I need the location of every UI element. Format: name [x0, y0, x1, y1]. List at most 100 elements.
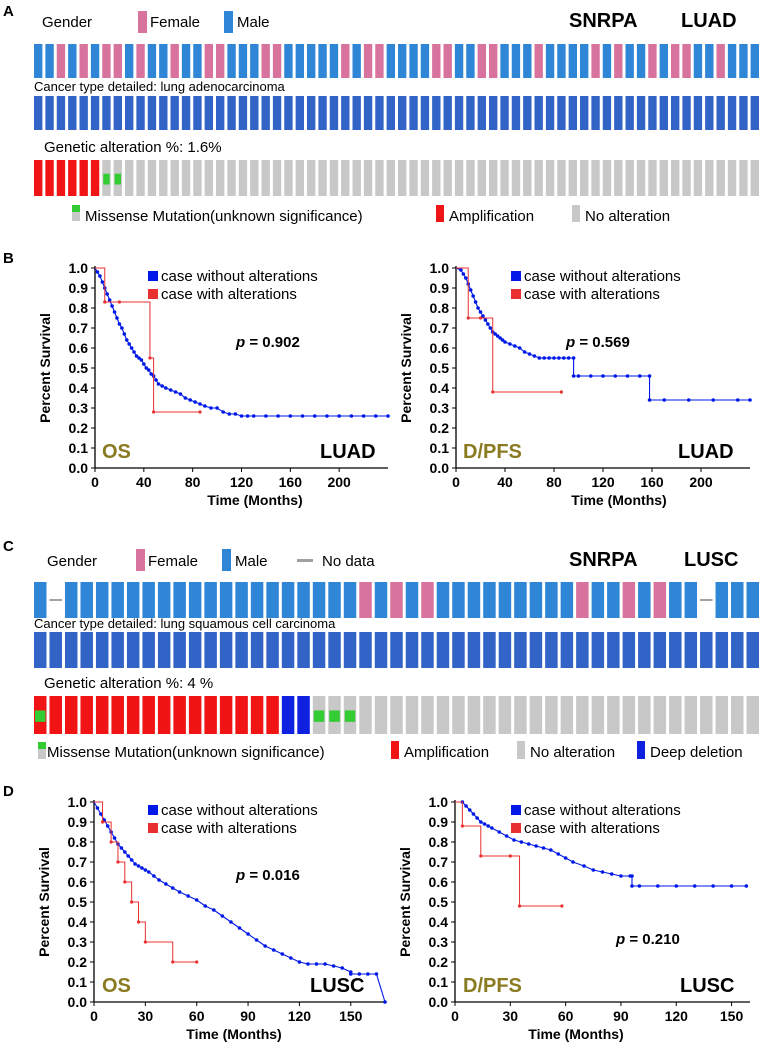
amplification-swatch	[436, 205, 444, 222]
gender-cell-female	[102, 44, 111, 78]
endpoint-label: OS	[102, 441, 131, 463]
censor-mark-with	[143, 940, 147, 944]
cancer-type-cell	[705, 96, 714, 130]
cancer-type-cell	[49, 632, 62, 668]
censor-mark-without	[193, 400, 197, 404]
censor-mark-without	[203, 404, 207, 408]
cancer-type-cell	[216, 96, 225, 130]
cancer-type-cell	[193, 96, 202, 130]
alteration-cell-none	[557, 160, 566, 196]
alteration-cell-none	[204, 160, 213, 196]
cancer-type-cell	[545, 632, 558, 668]
alteration-cell-amplification	[142, 696, 155, 734]
censor-mark-without	[647, 374, 652, 378]
censor-mark-without	[637, 374, 642, 378]
y-tick-label: 0.4	[429, 914, 449, 930]
cancer-type-cell	[295, 96, 304, 130]
gender-cell-male	[45, 44, 54, 78]
endpoint-label: D/PFS	[463, 975, 522, 997]
censor-mark-without	[157, 878, 161, 882]
legend-label: case without alterations	[161, 802, 318, 819]
cancer-type-cell	[204, 96, 213, 130]
deep-deletion-legend-label: Deep deletion	[650, 744, 743, 761]
p-value-symbol: p	[235, 334, 245, 351]
y-tick-label: 0.1	[429, 974, 449, 990]
cancer-type-cell	[466, 96, 475, 130]
gender-cell-male	[173, 582, 186, 618]
censor-mark-without	[337, 414, 341, 418]
y-tick-label: 0.5	[430, 360, 450, 376]
alteration-cell-none	[238, 160, 248, 196]
legend-swatch-with	[148, 289, 158, 299]
no-alteration-legend-label: No alteration	[585, 208, 670, 225]
gender-cell-male	[715, 582, 729, 618]
y-tick-label: 0.6	[68, 874, 88, 890]
male-swatch	[222, 549, 231, 571]
y-tick-label: 0.3	[68, 934, 88, 950]
censor-mark-without	[459, 268, 463, 272]
gender-cell-male	[638, 582, 651, 618]
censor-mark-with	[148, 356, 152, 360]
gender-cell-male	[454, 44, 464, 78]
gender-cell-male	[159, 44, 168, 78]
missense-mark	[344, 710, 356, 722]
alteration-cell-none	[125, 160, 134, 196]
cancer-type-cell	[514, 632, 527, 668]
missense-swatch-base	[72, 212, 80, 221]
cancer-type-cell	[622, 632, 636, 668]
censor-mark-without	[361, 414, 366, 418]
censor-mark-without	[600, 870, 605, 874]
x-tick-label: 40	[136, 474, 152, 490]
gender-cell-male	[420, 44, 430, 78]
cancer-type-cell	[405, 632, 419, 668]
alteration-cell-none	[147, 160, 157, 196]
x-tick-label: 0	[91, 474, 99, 490]
y-tick-label: 0.8	[429, 834, 449, 850]
censor-mark-without	[139, 358, 144, 362]
cancer-type-cell	[181, 96, 191, 130]
missense-mark	[103, 173, 110, 185]
censor-mark-without	[512, 838, 516, 842]
gender-cell-male	[514, 582, 527, 618]
alteration-cell-amplification	[235, 696, 248, 734]
y-tick-label: 0.7	[430, 320, 450, 336]
censor-mark-without	[686, 398, 691, 402]
gender-cell-male	[204, 582, 217, 618]
cancer-type-cell	[420, 96, 430, 130]
cancer-type-cell	[328, 632, 341, 668]
gender-cell-female	[648, 44, 657, 78]
censor-mark-without	[476, 306, 480, 310]
censor-mark-without	[647, 398, 652, 402]
gender-cell-male	[95, 582, 109, 618]
panel-letter-c: C	[3, 538, 14, 555]
censor-mark-without	[132, 350, 136, 354]
censor-mark-without	[288, 414, 293, 418]
alteration-cell-none	[386, 160, 395, 196]
panel-letter: B	[3, 250, 14, 267]
censor-mark-without	[692, 884, 697, 888]
alteration-cell-amplification	[157, 696, 171, 734]
y-tick-label: 0.0	[69, 460, 89, 476]
gender-cell-male	[452, 582, 465, 618]
gender-cell-female	[671, 44, 680, 78]
y-tick-label: 1.0	[69, 260, 89, 276]
censor-mark-without	[215, 406, 219, 410]
cancer-type-cell	[79, 96, 88, 130]
gender-cell-male	[705, 44, 714, 78]
p-value: p = 0.569	[565, 334, 630, 351]
km-plot-luad-dpfs: 0.0 0.1 0.2 0.3 0.4 0.5 0.6 0.7 0.8 0.9 1.0 0 40 80 12…	[398, 260, 752, 508]
y-tick-label: 0.3	[430, 400, 450, 416]
alteration-cell-none	[746, 696, 759, 734]
alteration-cell-amplification	[250, 696, 264, 734]
cancer-type-cell	[421, 632, 434, 668]
gender-cell-male	[693, 44, 703, 78]
censor-mark-without	[178, 392, 183, 396]
gender-cell-female	[576, 582, 589, 618]
censor-mark-without	[325, 414, 329, 418]
alteration-cell-none	[318, 160, 327, 196]
cancer-label: LUAD	[681, 10, 737, 32]
censor-mark-without	[534, 844, 538, 848]
censor-mark-without	[349, 414, 354, 418]
gender-cell-female	[614, 44, 623, 78]
deep-deletion-swatch	[637, 741, 645, 759]
